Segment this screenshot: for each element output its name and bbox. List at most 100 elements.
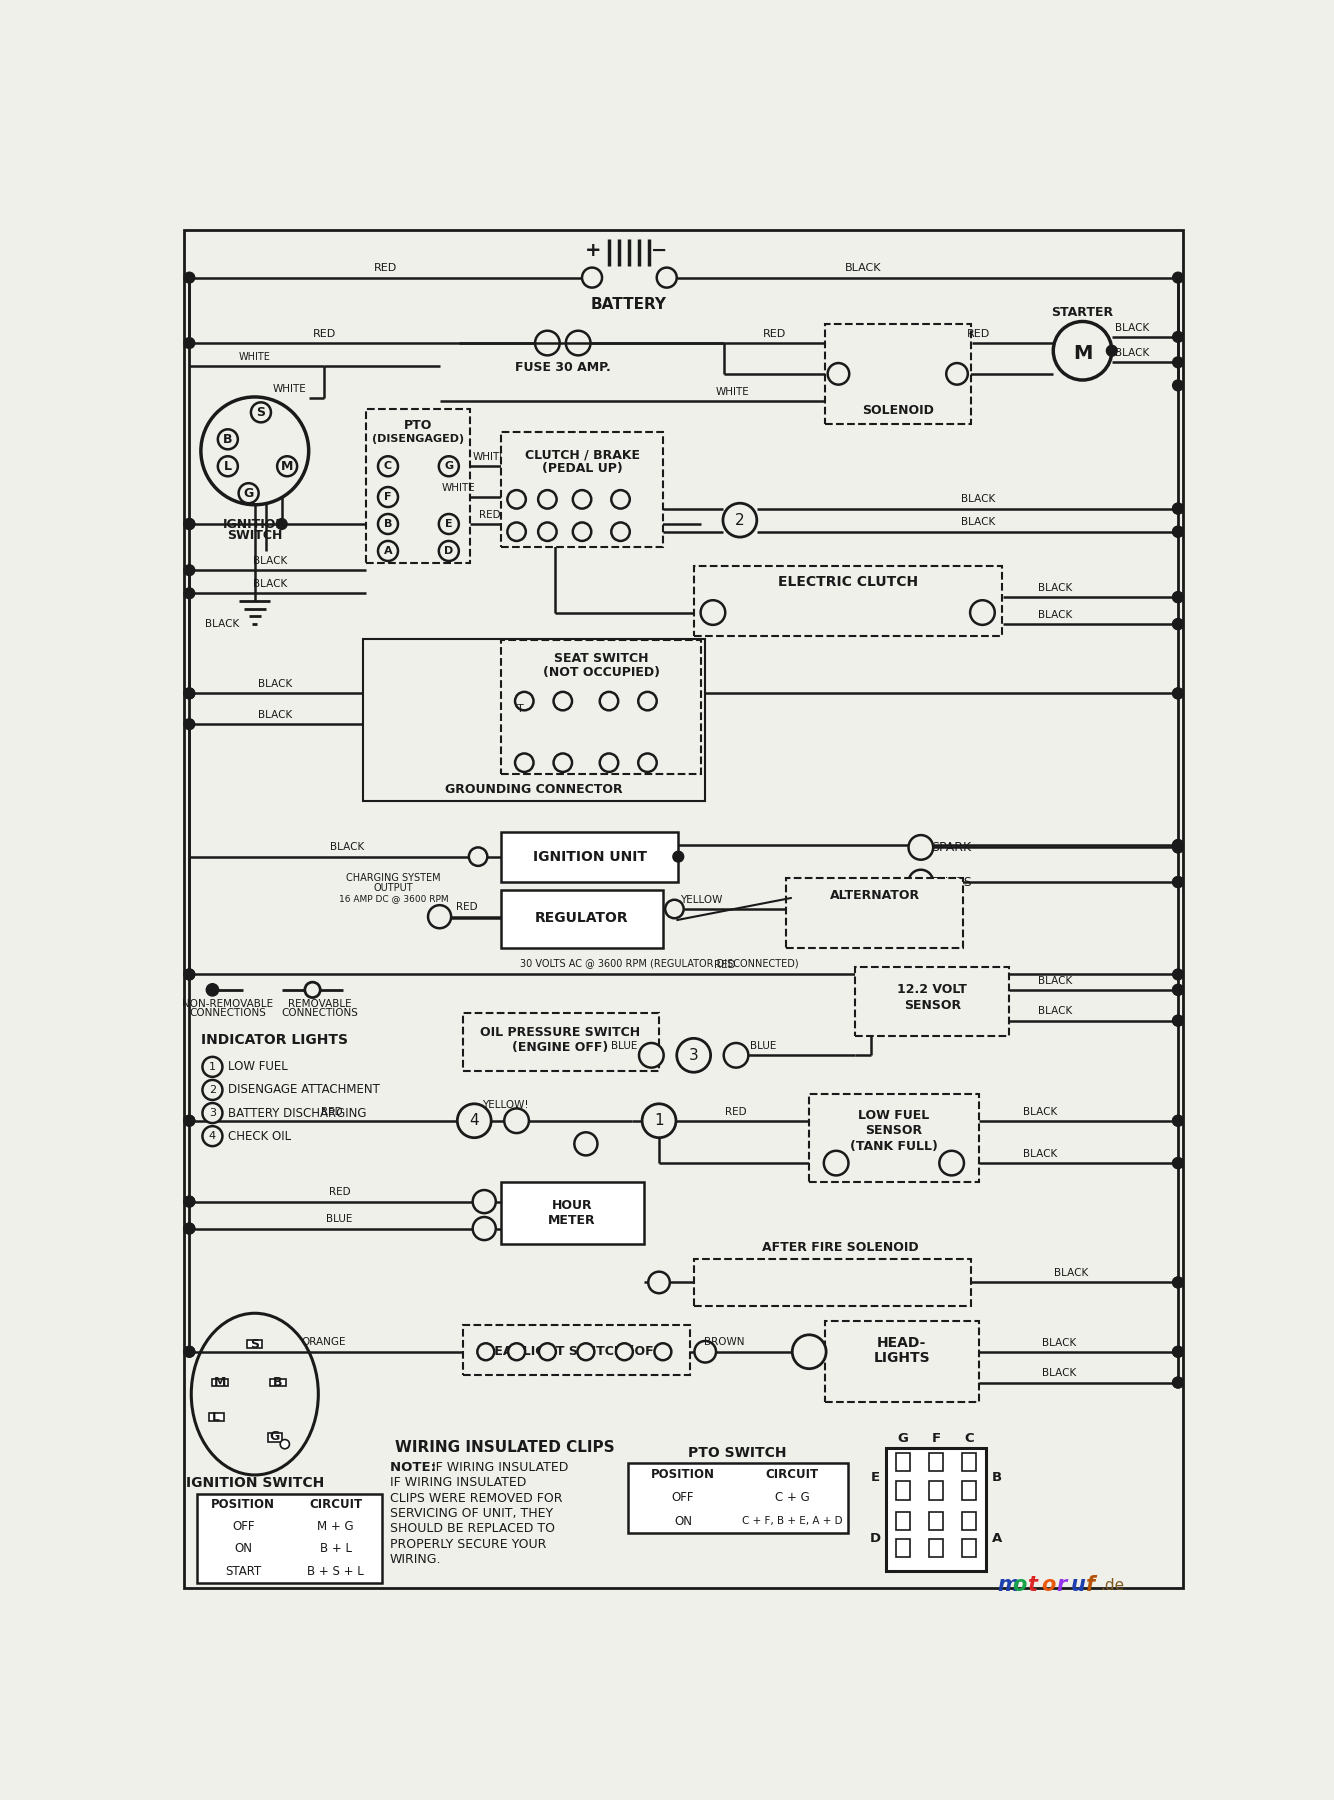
Text: WHITE: WHITE bbox=[442, 482, 476, 493]
Circle shape bbox=[1173, 1346, 1183, 1357]
Circle shape bbox=[611, 522, 630, 542]
Circle shape bbox=[1173, 1276, 1183, 1287]
Text: YELLOW!: YELLOW! bbox=[482, 1100, 528, 1111]
Circle shape bbox=[458, 1103, 491, 1138]
Circle shape bbox=[1173, 1276, 1183, 1287]
Circle shape bbox=[1173, 1015, 1183, 1026]
Text: RED: RED bbox=[763, 329, 786, 338]
Text: WHITE: WHITE bbox=[272, 383, 307, 394]
Text: CHARGING SYSTEM: CHARGING SYSTEM bbox=[346, 873, 440, 884]
Text: M: M bbox=[213, 1375, 227, 1390]
Text: START: START bbox=[225, 1564, 261, 1577]
Circle shape bbox=[648, 1271, 670, 1292]
Text: BLACK: BLACK bbox=[259, 709, 292, 720]
Circle shape bbox=[578, 1343, 595, 1361]
Circle shape bbox=[276, 518, 287, 529]
Circle shape bbox=[472, 1190, 496, 1213]
Circle shape bbox=[908, 835, 934, 860]
Circle shape bbox=[184, 1224, 195, 1235]
Text: LIGHTS: LIGHTS bbox=[874, 1352, 930, 1364]
Circle shape bbox=[554, 754, 572, 772]
Circle shape bbox=[184, 589, 195, 599]
Circle shape bbox=[507, 522, 526, 542]
Text: o: o bbox=[1042, 1575, 1057, 1595]
Text: NON-REMOVABLE: NON-REMOVABLE bbox=[183, 999, 273, 1008]
Text: LOW FUEL: LOW FUEL bbox=[228, 1060, 288, 1073]
Bar bbox=[896, 1512, 910, 1530]
Text: B: B bbox=[384, 518, 392, 529]
Circle shape bbox=[1173, 877, 1183, 887]
Circle shape bbox=[611, 490, 630, 509]
Circle shape bbox=[824, 1150, 848, 1175]
Text: CHECK OIL: CHECK OIL bbox=[228, 1130, 291, 1143]
Text: o: o bbox=[1013, 1575, 1027, 1595]
Bar bbox=[896, 1539, 910, 1557]
Bar bbox=[502, 889, 663, 947]
Circle shape bbox=[203, 1103, 223, 1123]
Text: HEADLIGHT SWITCH (OFF): HEADLIGHT SWITCH (OFF) bbox=[484, 1345, 668, 1359]
Circle shape bbox=[203, 1057, 223, 1076]
Circle shape bbox=[672, 851, 683, 862]
Text: BROWN: BROWN bbox=[704, 1337, 744, 1346]
Text: BATTERY: BATTERY bbox=[591, 297, 667, 311]
Circle shape bbox=[184, 718, 195, 729]
Text: RED: RED bbox=[726, 1107, 747, 1116]
Circle shape bbox=[700, 599, 726, 625]
Bar bbox=[824, 1321, 979, 1402]
Text: INDICATOR LIGHTS: INDICATOR LIGHTS bbox=[200, 1033, 348, 1048]
Bar bbox=[962, 1453, 976, 1471]
Circle shape bbox=[468, 848, 487, 866]
Text: ELECTRIC CLUTCH: ELECTRIC CLUTCH bbox=[778, 574, 918, 589]
Circle shape bbox=[600, 691, 618, 711]
Bar bbox=[824, 324, 971, 423]
Circle shape bbox=[600, 754, 618, 772]
Text: BLACK: BLACK bbox=[1038, 610, 1073, 619]
Text: SERVICING OF UNIT, THEY: SERVICING OF UNIT, THEY bbox=[390, 1507, 552, 1519]
Text: C + G: C + G bbox=[775, 1490, 810, 1503]
Text: (PEDAL UP): (PEDAL UP) bbox=[542, 463, 623, 475]
Text: CIRCUIT: CIRCUIT bbox=[766, 1467, 819, 1481]
Bar bbox=[502, 1183, 643, 1244]
Text: 3: 3 bbox=[209, 1109, 216, 1118]
Circle shape bbox=[184, 1116, 195, 1127]
Circle shape bbox=[184, 565, 195, 576]
Text: (DISENGAGED): (DISENGAGED) bbox=[372, 434, 464, 445]
Bar bbox=[930, 1453, 943, 1471]
Circle shape bbox=[1173, 985, 1183, 995]
Text: CONNECTIONS: CONNECTIONS bbox=[189, 1008, 267, 1019]
Circle shape bbox=[280, 1440, 289, 1449]
Circle shape bbox=[1173, 968, 1183, 979]
Circle shape bbox=[201, 398, 308, 504]
Text: A: A bbox=[384, 545, 392, 556]
Text: WHITE: WHITE bbox=[239, 353, 271, 362]
Text: L: L bbox=[212, 1411, 220, 1424]
Circle shape bbox=[184, 1197, 195, 1208]
Text: G: G bbox=[269, 1429, 279, 1444]
Circle shape bbox=[203, 1080, 223, 1100]
Text: BLACK: BLACK bbox=[1115, 347, 1150, 358]
Text: D: D bbox=[444, 545, 454, 556]
Text: 2: 2 bbox=[735, 513, 744, 527]
Circle shape bbox=[575, 1132, 598, 1156]
Text: (ENGINE OFF): (ENGINE OFF) bbox=[512, 1040, 608, 1055]
Text: RED: RED bbox=[714, 959, 735, 970]
Circle shape bbox=[1173, 526, 1183, 536]
Circle shape bbox=[1173, 839, 1183, 850]
Text: OFF: OFF bbox=[671, 1490, 694, 1503]
Circle shape bbox=[184, 272, 195, 283]
Text: BLACK: BLACK bbox=[253, 580, 287, 589]
Text: RED: RED bbox=[967, 329, 990, 338]
Text: B: B bbox=[273, 1375, 283, 1390]
Text: SENSOR: SENSOR bbox=[904, 999, 960, 1012]
Text: BLACK: BLACK bbox=[962, 495, 995, 504]
Circle shape bbox=[1106, 346, 1117, 356]
Circle shape bbox=[1173, 985, 1183, 995]
Text: IGNITION SWITCH: IGNITION SWITCH bbox=[185, 1476, 324, 1490]
Text: B + S + L: B + S + L bbox=[307, 1564, 364, 1577]
Text: ORANGE: ORANGE bbox=[301, 1337, 347, 1346]
Circle shape bbox=[305, 983, 320, 997]
Circle shape bbox=[1173, 504, 1183, 515]
Circle shape bbox=[572, 490, 591, 509]
Circle shape bbox=[676, 1039, 711, 1073]
Circle shape bbox=[508, 1343, 526, 1361]
